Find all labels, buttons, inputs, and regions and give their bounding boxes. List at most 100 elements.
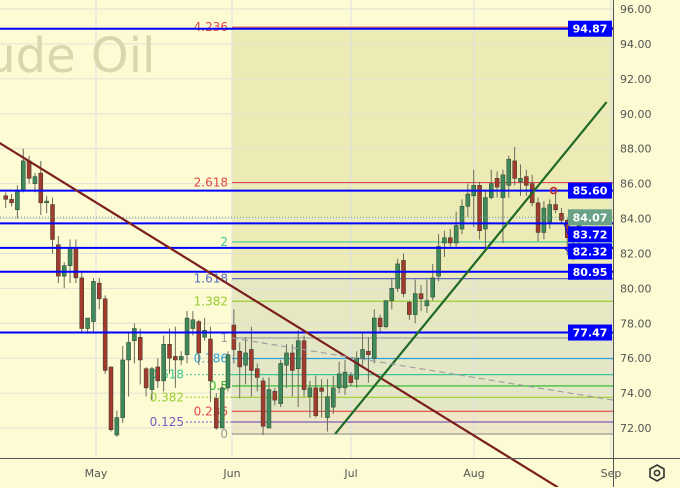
candle-up: [67, 247, 73, 266]
candle-down: [260, 380, 266, 427]
candle-up: [395, 263, 400, 289]
candle-up: [21, 160, 26, 191]
y-tick-label: 82.00: [620, 247, 652, 260]
y-tick-label: 78.00: [620, 317, 652, 330]
fib-level-label: 1.618: [194, 272, 228, 286]
candle-down: [366, 350, 371, 355]
candle-up: [184, 317, 190, 355]
candle-down: [9, 199, 14, 204]
candle-up: [161, 343, 166, 382]
settings-button[interactable]: [646, 462, 668, 484]
level-price-label: 85.60: [573, 185, 608, 198]
x-tick-label: Jun: [222, 467, 240, 480]
candle-up: [85, 317, 90, 329]
last-price-label-box: [568, 209, 612, 226]
fib-zone-base: [232, 411, 613, 434]
candle-up: [91, 281, 96, 322]
y-tick-label: 96.00: [620, 3, 652, 16]
candle-up: [442, 237, 447, 244]
candle-down: [255, 368, 260, 378]
level-marker: [549, 186, 558, 195]
candle-up: [453, 225, 459, 244]
price-label-connector: [563, 223, 569, 235]
candle-down: [196, 321, 201, 354]
candle-down: [108, 366, 114, 431]
candle-down: [138, 336, 143, 361]
candles: [3, 146, 582, 437]
fib-zone-middle: [232, 278, 613, 338]
price-labels: 94.87 85.60 84.07 83.72 82.32 80.95 77.47: [563, 20, 612, 341]
y-axis-labels: 96.00 94.00 92.00 90.00 88.00 86.00 84.00 82.00…: [620, 3, 652, 435]
candle-up: [126, 342, 131, 361]
candle-down: [407, 302, 412, 315]
x-tick-label: Jul: [343, 467, 357, 480]
candle-up: [190, 319, 196, 329]
level-price-label: 83.72: [573, 228, 608, 241]
candle-down: [377, 317, 383, 328]
candle-up: [243, 352, 248, 366]
candle-up: [225, 354, 231, 389]
y-tick-label: 90.00: [620, 108, 652, 121]
candle-down: [418, 293, 424, 300]
y-tick-label: 84.00: [620, 213, 652, 226]
candle-up: [541, 207, 547, 233]
fib-level-label: 1: [220, 331, 228, 345]
candle-up: [412, 293, 418, 315]
x-tick-label: Sep: [601, 467, 622, 480]
candle-up: [266, 389, 272, 429]
candle-down: [553, 204, 558, 211]
candle-up: [295, 340, 301, 369]
candle-down: [208, 338, 213, 382]
candle-down: [448, 237, 453, 244]
fib-zone-upper: [232, 27, 613, 279]
y-tick-label: 80.00: [620, 282, 652, 295]
y-tick-label: 86.00: [620, 178, 652, 191]
candle-down: [155, 366, 161, 382]
candle-up: [15, 190, 20, 211]
level-price-label-box: [568, 20, 612, 37]
y-tick-label: 74.00: [620, 387, 652, 400]
candle-down: [173, 356, 178, 361]
watermark: Crude Oil: [0, 28, 155, 84]
trendline-dashed: [231, 337, 678, 412]
candle-up: [360, 349, 365, 359]
level-price-label-box: [568, 263, 612, 280]
level-price-label-box: [568, 226, 612, 243]
candle-up: [278, 363, 283, 404]
candle-up: [202, 330, 207, 338]
candle-down: [313, 387, 318, 417]
level-price-label: 94.87: [573, 23, 608, 36]
candle-down: [56, 244, 61, 277]
y-tick-label: 94.00: [620, 38, 652, 51]
fib-level-label: 0.382: [150, 390, 184, 404]
candle-up: [149, 368, 155, 390]
candle-up: [383, 300, 389, 328]
fib-zone: [232, 27, 613, 434]
level-price-label: 80.95: [573, 266, 608, 279]
y-tick-label: 92.00: [620, 73, 652, 86]
last-price-label: 84.07: [573, 211, 608, 224]
candle-up: [32, 176, 38, 184]
candle-down: [231, 324, 237, 350]
candle-down: [301, 340, 307, 390]
candle-up: [120, 359, 125, 418]
fib-level-label: 0: [220, 427, 228, 441]
candle-down: [73, 247, 79, 279]
trendline-up: [334, 101, 608, 435]
candle-up: [307, 387, 313, 397]
horizontal-levels: [0, 27, 613, 334]
price-axis[interactable]: [613, 0, 680, 458]
candle-up: [465, 193, 471, 207]
trendlines: [0, 101, 678, 487]
candle-down: [524, 176, 529, 186]
fib-level-label: 2.618: [194, 176, 228, 190]
price-label-connector: [563, 247, 569, 252]
fib-level-label: 0.236: [194, 404, 228, 418]
candle-up: [436, 246, 441, 277]
level-price-label-box: [568, 324, 612, 341]
candle-down: [272, 391, 278, 401]
level-price-label-box: [568, 243, 612, 260]
candle-down: [26, 160, 32, 179]
candle-down: [79, 277, 84, 329]
